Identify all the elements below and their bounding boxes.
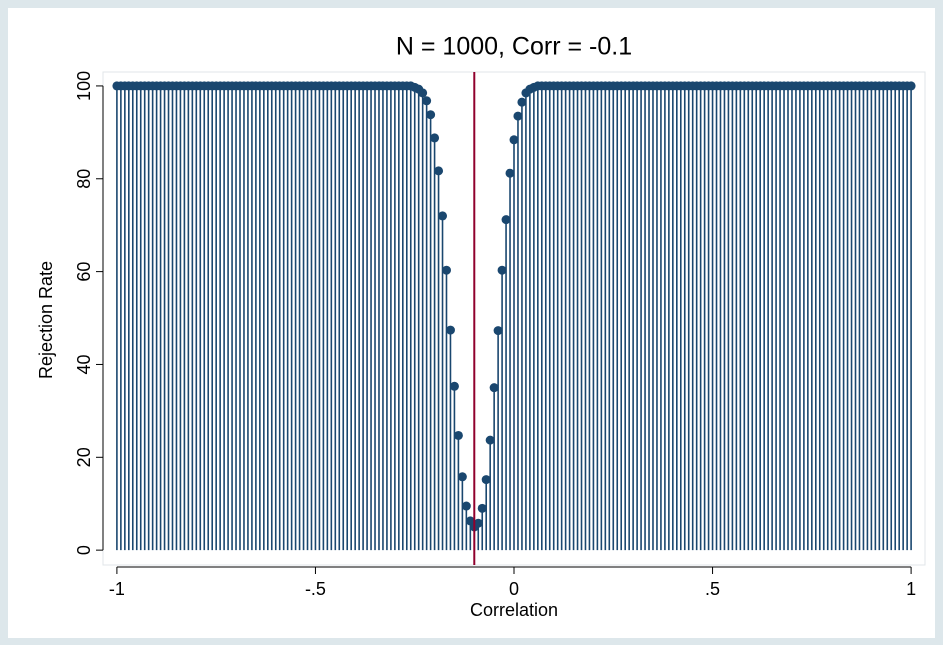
y-tick-label: 60: [74, 262, 94, 282]
chart-title: N = 1000, Corr = -0.1: [396, 33, 632, 61]
marker: [485, 435, 495, 445]
marker: [477, 503, 487, 513]
marker: [505, 168, 515, 178]
x-tick-label: 1: [906, 579, 916, 599]
y-tick-label: 100: [74, 71, 94, 101]
marker: [517, 97, 527, 107]
x-tick-label: -1: [109, 579, 125, 599]
marker: [457, 472, 467, 482]
y-axis-title: Rejection Rate: [36, 261, 56, 379]
marker: [449, 381, 459, 391]
marker: [473, 518, 483, 528]
y-tick-label: 0: [74, 545, 94, 555]
x-tick-label: .5: [705, 579, 720, 599]
marker: [445, 325, 455, 335]
marker: [438, 211, 448, 221]
marker: [509, 135, 519, 145]
marker: [426, 110, 436, 120]
marker: [453, 430, 463, 440]
marker: [422, 96, 432, 106]
y-tick-label: 40: [74, 354, 94, 374]
marker: [441, 265, 451, 275]
marker: [493, 326, 503, 336]
x-axis-title: Correlation: [470, 600, 558, 620]
y-tick-label: 20: [74, 447, 94, 467]
marker: [906, 81, 916, 91]
marker: [481, 475, 491, 485]
marker: [418, 88, 428, 98]
marker: [497, 265, 507, 275]
marker: [461, 501, 471, 511]
marker: [489, 383, 499, 393]
marker: [430, 133, 440, 143]
x-tick-label: 0: [509, 579, 519, 599]
x-tick-label: -.5: [305, 579, 326, 599]
y-tick-label: 80: [74, 169, 94, 189]
marker: [434, 166, 444, 176]
marker: [513, 111, 523, 121]
marker: [501, 215, 511, 225]
